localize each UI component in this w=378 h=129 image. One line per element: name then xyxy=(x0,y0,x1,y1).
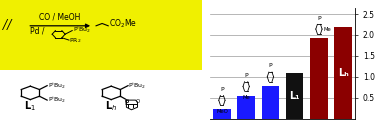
Text: Pd /: Pd / xyxy=(30,27,45,36)
Text: L$_1$: L$_1$ xyxy=(24,99,36,113)
Text: P$^t$Bu$_2$: P$^t$Bu$_2$ xyxy=(48,95,66,105)
Text: P$^t$Bu$_2$: P$^t$Bu$_2$ xyxy=(48,81,66,91)
Text: L$_h$: L$_h$ xyxy=(105,99,117,113)
Text: P: P xyxy=(317,16,321,21)
Bar xyxy=(237,96,255,119)
Text: O: O xyxy=(125,99,129,104)
Text: P: P xyxy=(269,63,272,68)
Text: CO$_2$Me: CO$_2$Me xyxy=(108,18,136,30)
Text: MeO: MeO xyxy=(216,109,228,114)
Text: //: // xyxy=(3,19,12,32)
Bar xyxy=(310,38,328,119)
Bar xyxy=(262,86,279,119)
Text: CO / MeOH: CO / MeOH xyxy=(39,12,81,21)
Text: O: O xyxy=(136,99,140,104)
Bar xyxy=(286,74,304,119)
FancyBboxPatch shape xyxy=(0,0,202,70)
Bar xyxy=(335,27,352,119)
Text: Lₕ: Lₕ xyxy=(338,68,349,78)
Text: PR$_2$: PR$_2$ xyxy=(70,36,82,45)
Bar xyxy=(213,110,231,119)
Text: P: P xyxy=(220,87,224,92)
FancyBboxPatch shape xyxy=(0,70,202,129)
Text: P: P xyxy=(244,73,248,78)
Text: P$^t$Bu$_2$: P$^t$Bu$_2$ xyxy=(129,81,147,91)
Text: Me: Me xyxy=(242,95,250,100)
Text: Me: Me xyxy=(323,27,331,32)
Text: P: P xyxy=(125,100,129,106)
Text: P$^t$Bu$_2$: P$^t$Bu$_2$ xyxy=(73,26,91,35)
Text: L₁: L₁ xyxy=(290,91,300,101)
